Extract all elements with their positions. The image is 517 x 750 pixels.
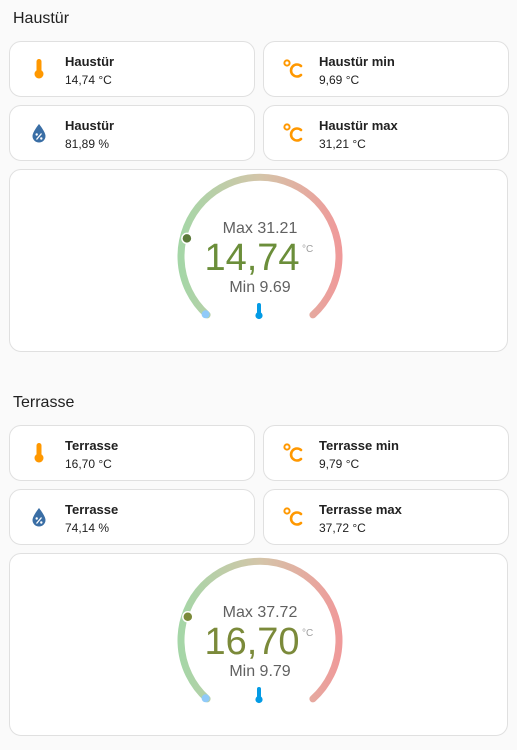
tile-terrasse-min[interactable]: Terrasse min 9,79 °C bbox=[263, 425, 509, 481]
gauge-min-label: Min 9.79 bbox=[229, 663, 291, 680]
gauge-max-label: Max 31.21 bbox=[222, 220, 298, 237]
thermometer-icon bbox=[254, 302, 264, 325]
celsius-icon bbox=[282, 506, 304, 528]
gauge-value-marker bbox=[181, 232, 193, 245]
tile-terrasse-max[interactable]: Terrasse max 37,72 °C bbox=[263, 489, 509, 545]
gauge-value-marker bbox=[182, 611, 194, 623]
humidity-icon bbox=[28, 122, 50, 144]
tile-name: Terrasse max bbox=[319, 502, 402, 517]
tile-terrasse-temperature[interactable]: Terrasse 16,70 °C bbox=[9, 425, 255, 481]
tile-name: Haustür bbox=[65, 118, 115, 133]
gauge-card-haustuer[interactable]: Max 31.21 14,74 °C Min 9.69 bbox=[9, 169, 508, 352]
tile-name: Haustür bbox=[65, 54, 115, 69]
gauge-min-marker bbox=[201, 694, 210, 703]
tile-haustuer-min[interactable]: Haustür min 9,69 °C bbox=[263, 41, 509, 97]
tile-haustuer-humidity[interactable]: Haustür 81,89 % bbox=[9, 105, 255, 161]
tile-name: Terrasse bbox=[65, 438, 119, 453]
gauge-min-label: Min 9.69 bbox=[229, 279, 291, 296]
tile-value: 74,14 % bbox=[65, 521, 110, 535]
gauge-max-label: Max 37.72 bbox=[222, 604, 298, 621]
tile-value: 9,69 °C bbox=[319, 73, 360, 87]
tile-haustuer-temperature[interactable]: Haustür 14,74 °C bbox=[9, 41, 255, 97]
celsius-icon bbox=[282, 58, 304, 80]
tile-haustuer-max[interactable]: Haustür max 31,21 °C bbox=[263, 105, 509, 161]
tile-name: Terrasse min bbox=[319, 438, 399, 453]
gauge-arc bbox=[177, 557, 343, 703]
tile-name: Haustür max bbox=[319, 118, 398, 133]
tile-value: 16,70 °C bbox=[65, 457, 112, 471]
tile-value: 9,79 °C bbox=[319, 457, 360, 471]
section-title-haustuer: Haustür bbox=[13, 10, 70, 27]
gauge-min-marker bbox=[201, 310, 210, 319]
gauge-card-terrasse[interactable]: Max 37.72 16,70 °C Min 9.79 bbox=[9, 553, 508, 736]
tile-value: 14,74 °C bbox=[65, 73, 112, 87]
thermometer-icon bbox=[28, 58, 50, 80]
gauge-unit: °C bbox=[302, 628, 314, 639]
tile-value: 37,72 °C bbox=[319, 521, 366, 535]
gauge-arc bbox=[177, 173, 343, 319]
tile-name: Terrasse bbox=[65, 502, 119, 517]
section-title-terrasse: Terrasse bbox=[13, 394, 75, 411]
gauge-value: 14,74 bbox=[204, 237, 300, 279]
thermometer-icon bbox=[28, 442, 50, 464]
tile-terrasse-humidity[interactable]: Terrasse 74,14 % bbox=[9, 489, 255, 545]
humidity-icon bbox=[28, 506, 50, 528]
gauge-value: 16,70 bbox=[204, 621, 300, 663]
celsius-icon bbox=[282, 122, 304, 144]
tile-value: 81,89 % bbox=[65, 137, 110, 151]
thermometer-icon bbox=[254, 686, 264, 709]
tile-name: Haustür min bbox=[319, 54, 395, 69]
celsius-icon bbox=[282, 442, 304, 464]
gauge-unit: °C bbox=[302, 244, 314, 255]
tile-value: 31,21 °C bbox=[319, 137, 366, 151]
